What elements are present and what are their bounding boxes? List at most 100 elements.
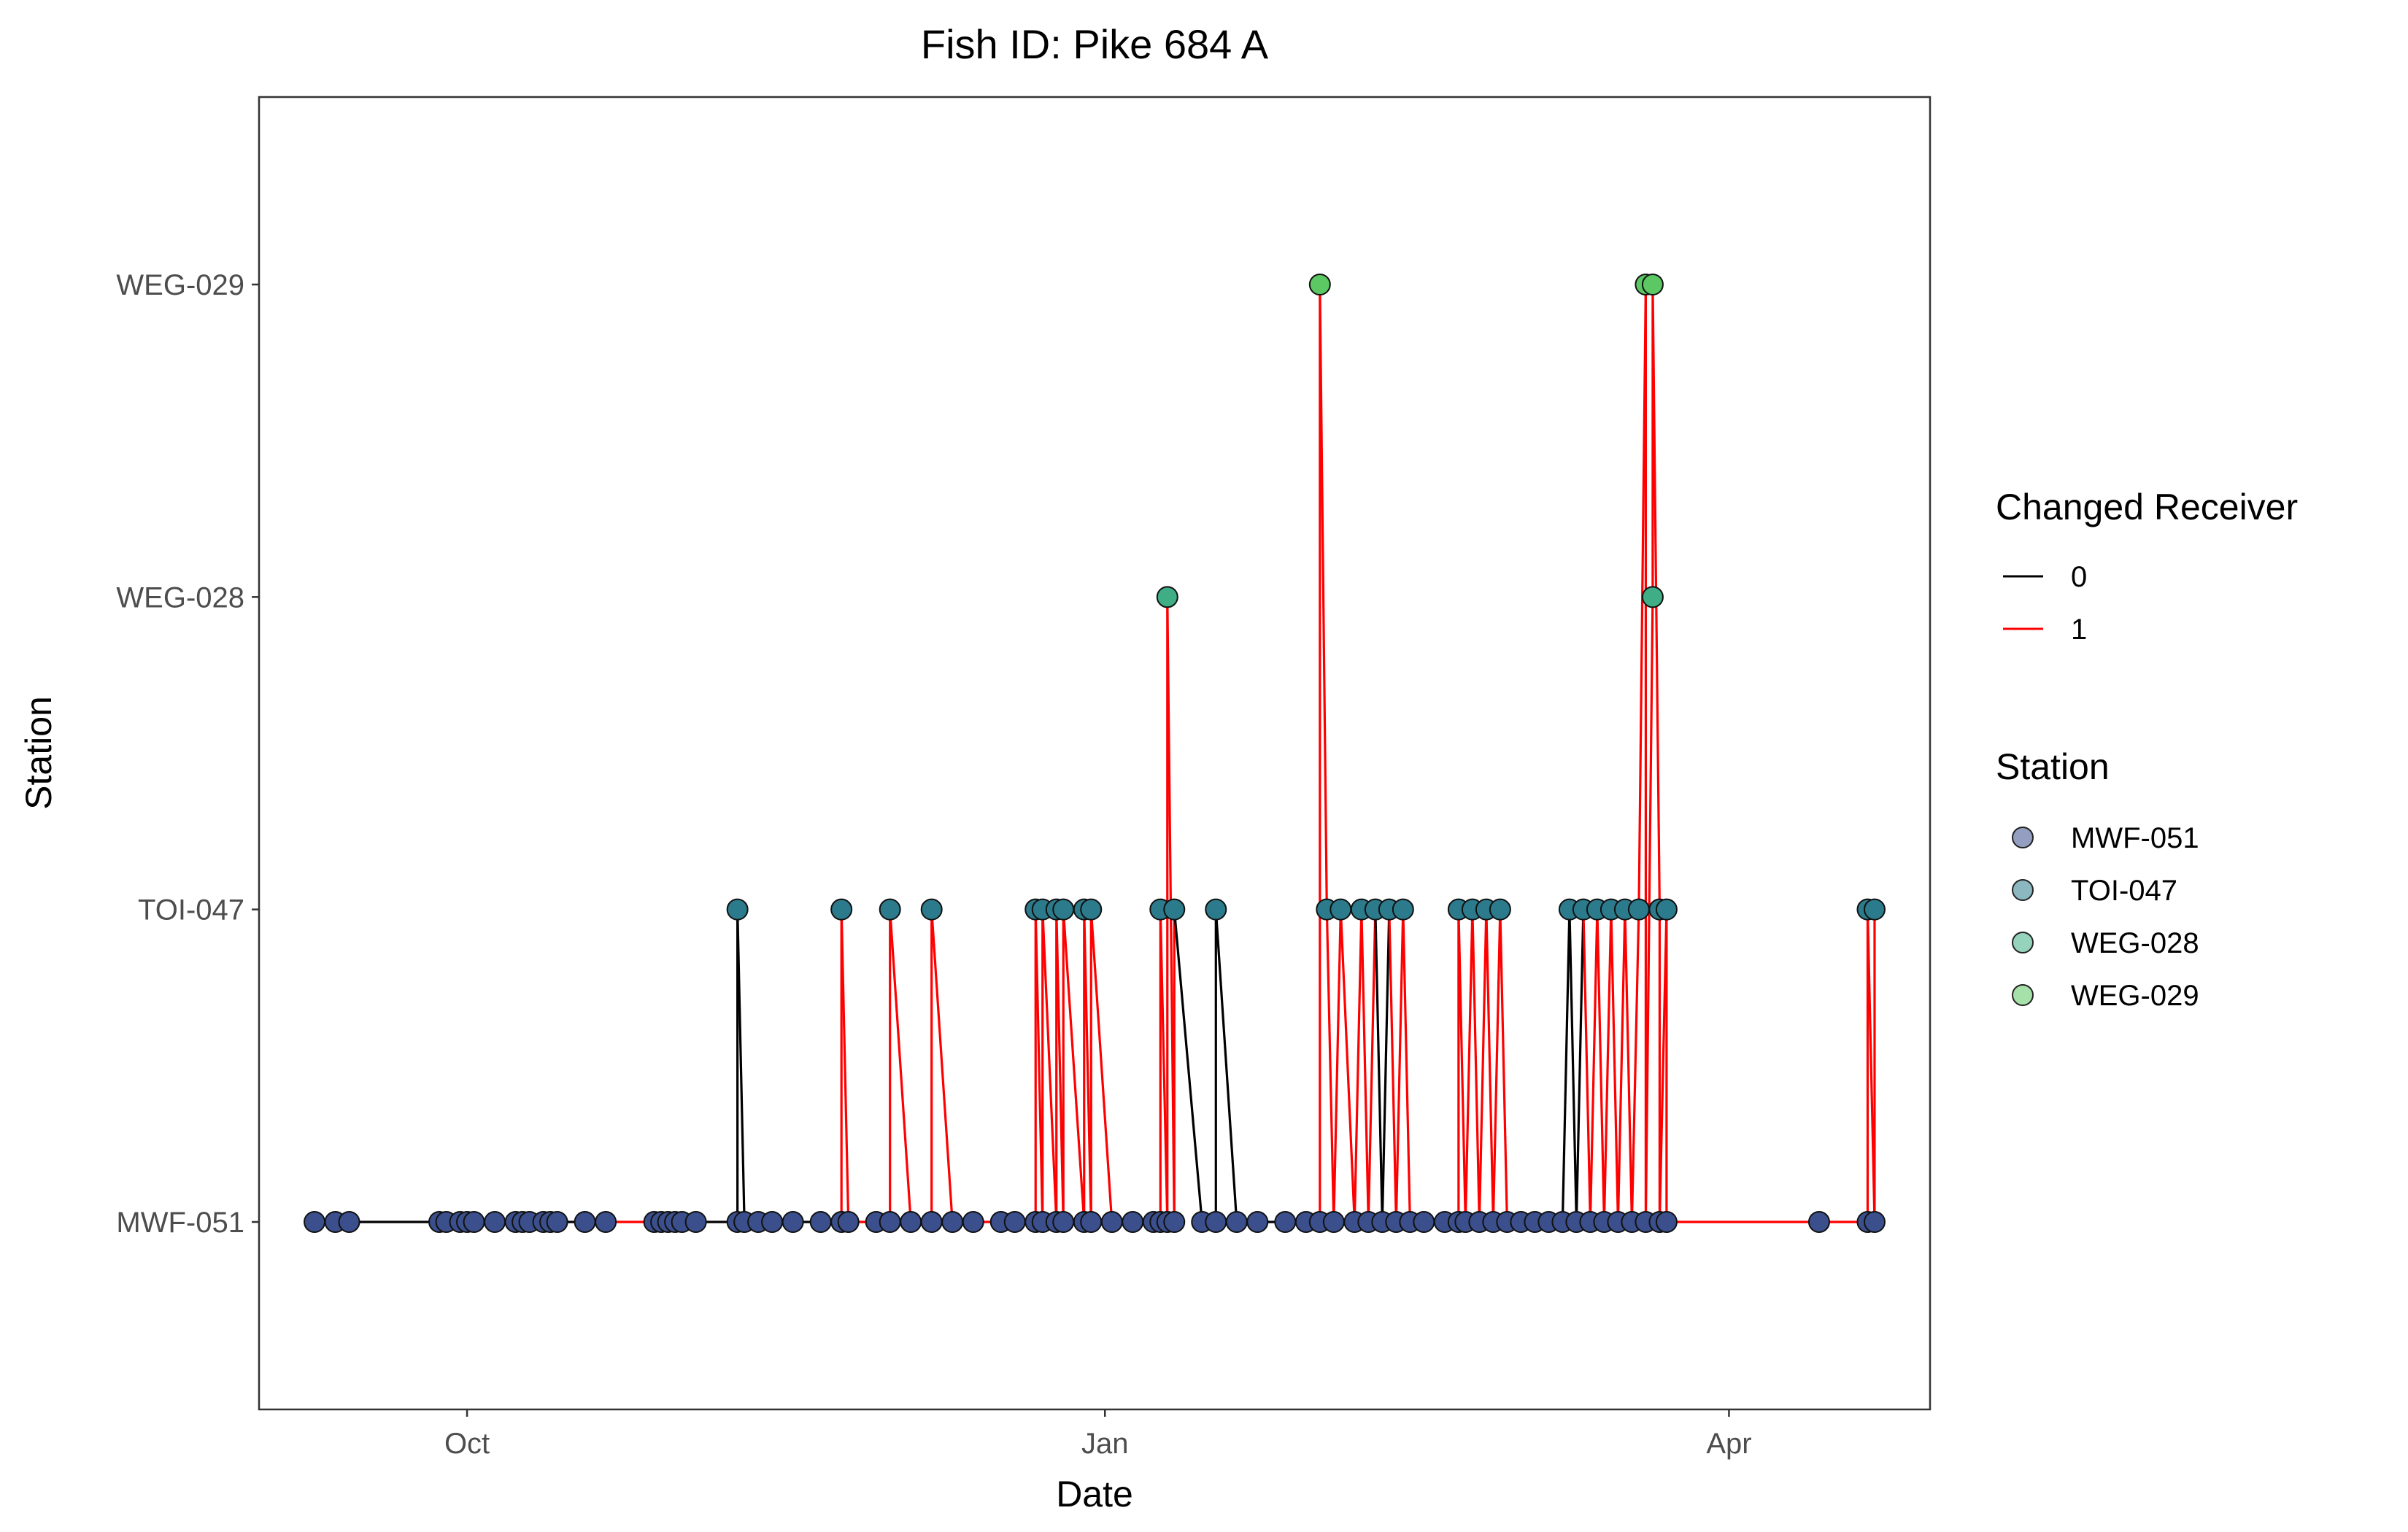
path-segment (1214, 909, 1238, 1223)
y-tick-label-weg-029: WEG-029 (116, 269, 244, 301)
path-segment (1360, 909, 1370, 1223)
chart-title: Fish ID: Pike 684 A (921, 21, 1269, 67)
data-point-mwf-051 (837, 1211, 860, 1233)
path-segment (1353, 909, 1363, 1223)
data-point-mwf-051 (1863, 1211, 1886, 1233)
legend-label-mwf-051: MWF-051 (2071, 822, 2199, 854)
data-point-mwf-051 (962, 1211, 984, 1233)
data-point-mwf-051 (484, 1211, 506, 1233)
x-tick-label-apr: Apr (1706, 1428, 1751, 1460)
path-segment (1596, 909, 1606, 1223)
path-segment (1374, 909, 1384, 1223)
data-point-toi-047 (1863, 898, 1886, 921)
data-point-mwf-051 (1322, 1211, 1345, 1233)
data-point-toi-047 (1080, 898, 1103, 921)
path-segment (1582, 909, 1591, 1223)
legend-item-weg-028: WEG-028 (2012, 927, 2199, 959)
data-point-mwf-051 (761, 1211, 784, 1233)
path-segment (1173, 909, 1203, 1223)
data-point-toi-047 (1489, 898, 1511, 921)
legend-item-mwf-051: MWF-051 (2012, 822, 2199, 854)
data-point-mwf-051 (1246, 1211, 1269, 1233)
path-segment (1457, 909, 1467, 1223)
legend-title-station: Station (1996, 746, 2110, 787)
legend-key-weg-028 (2012, 932, 2034, 953)
data-point-weg-029 (1308, 274, 1331, 295)
legend-label-changed-0: 0 (2071, 561, 2087, 593)
data-point-mwf-051 (1052, 1211, 1075, 1233)
data-point-mwf-051 (463, 1211, 485, 1233)
data-point-mwf-051 (809, 1211, 832, 1233)
path-segment (1568, 909, 1578, 1223)
data-point-toi-047 (726, 898, 749, 921)
path-segment (1616, 909, 1626, 1223)
path-segment (1319, 284, 1328, 910)
path-segment (1492, 909, 1502, 1223)
data-point-mwf-051 (1122, 1211, 1144, 1233)
data-point-mwf-051 (782, 1211, 804, 1233)
legend-title-changed-receiver: Changed Receiver (1996, 487, 2298, 527)
legend-key-weg-029 (2012, 984, 2034, 1006)
data-point-mwf-051 (1807, 1211, 1830, 1233)
data-point-mwf-051 (941, 1211, 964, 1233)
path-segment (930, 909, 954, 1223)
path-segment (1089, 909, 1114, 1223)
data-point-toi-047 (1052, 898, 1075, 921)
path-segment (889, 909, 912, 1223)
path-segment (1402, 909, 1411, 1223)
data-point-weg-028 (1641, 586, 1664, 608)
legend-item-changed-1: 1 (2003, 614, 2087, 646)
path-segment (1388, 909, 1397, 1223)
series-points (304, 274, 1886, 1233)
data-point-toi-047 (1627, 898, 1650, 921)
data-point-weg-028 (1156, 586, 1178, 608)
path-segment (1602, 909, 1613, 1223)
legend-item-toi-047: TOI-047 (2012, 875, 2177, 907)
path-segment (1575, 909, 1585, 1223)
path-segment (1589, 909, 1599, 1223)
path-segment (1367, 909, 1377, 1223)
data-point-mwf-051 (1655, 1211, 1678, 1233)
data-point-toi-047 (1655, 898, 1678, 921)
y-tick-label-weg-028: WEG-028 (116, 581, 244, 614)
path-segment (1394, 909, 1405, 1223)
data-point-mwf-051 (1080, 1211, 1103, 1233)
data-point-mwf-051 (1100, 1211, 1123, 1233)
data-point-mwf-051 (920, 1211, 943, 1233)
data-point-mwf-051 (574, 1211, 596, 1233)
path-segment (1485, 909, 1494, 1223)
path-segment (1630, 909, 1640, 1223)
data-point-mwf-051 (1003, 1211, 1026, 1233)
legend-label-toi-047: TOI-047 (2071, 875, 2177, 907)
path-segment (1339, 909, 1356, 1223)
data-point-toi-047 (1392, 898, 1414, 921)
data-point-toi-047 (920, 898, 943, 921)
path-segment (1471, 909, 1481, 1223)
y-tick-label-mwf-051: MWF-051 (116, 1207, 244, 1239)
path-segment (736, 909, 746, 1223)
data-point-mwf-051 (595, 1211, 617, 1233)
data-point-toi-047 (879, 898, 901, 921)
path-segment (1041, 909, 1058, 1223)
data-point-toi-047 (830, 898, 853, 921)
x-tick-label-jan: Jan (1081, 1428, 1129, 1460)
path-segment (1561, 909, 1571, 1223)
y-axis-title: Station (18, 696, 59, 810)
legend-label-weg-029: WEG-029 (2071, 980, 2199, 1012)
legend-label-changed-1: 1 (2071, 614, 2087, 646)
data-point-mwf-051 (546, 1211, 568, 1233)
path-segment (840, 909, 850, 1223)
y-tick-label-toi-047: TOI-047 (138, 894, 244, 926)
x-axis: Oct Jan Apr (444, 1409, 1752, 1460)
data-point-toi-047 (1163, 898, 1186, 921)
legend-item-changed-0: 0 (2003, 561, 2087, 593)
legend-label-weg-028: WEG-028 (2071, 927, 2199, 959)
data-point-mwf-051 (338, 1211, 360, 1233)
path-segment (1325, 909, 1335, 1223)
legend-key-toi-047 (2012, 879, 2034, 901)
data-point-mwf-051 (900, 1211, 922, 1233)
x-axis-title: Date (1056, 1474, 1133, 1514)
legend: Changed Receiver 0 1 Station MWF-051 TOI… (1996, 487, 2298, 1012)
data-point-mwf-051 (1205, 1211, 1227, 1233)
